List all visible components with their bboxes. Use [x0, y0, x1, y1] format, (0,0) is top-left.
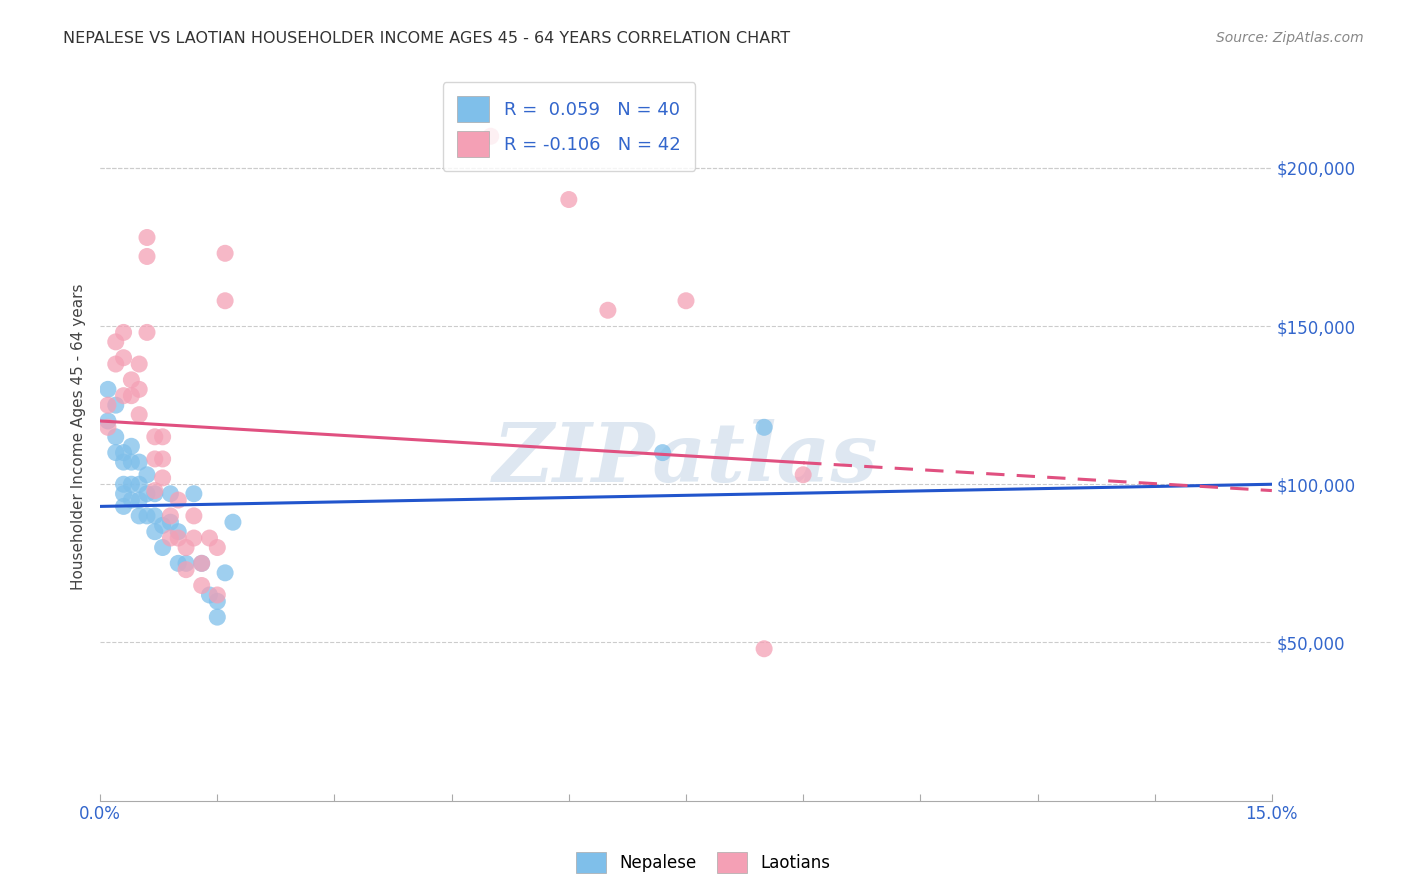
Point	[120, 493, 142, 508]
Point	[143, 524, 166, 539]
Point	[143, 508, 166, 523]
Point	[97, 382, 120, 396]
Point	[159, 487, 181, 501]
Point	[675, 293, 697, 308]
Point	[222, 515, 245, 529]
Point	[190, 578, 212, 592]
Point	[128, 508, 150, 523]
Point	[183, 487, 205, 501]
Point	[112, 455, 135, 469]
Text: NEPALESE VS LAOTIAN HOUSEHOLDER INCOME AGES 45 - 64 YEARS CORRELATION CHART: NEPALESE VS LAOTIAN HOUSEHOLDER INCOME A…	[63, 31, 790, 46]
Point	[152, 452, 174, 467]
Legend: Nepalese, Laotians: Nepalese, Laotians	[569, 846, 837, 880]
Point	[120, 389, 142, 403]
Point	[112, 351, 135, 365]
Point	[104, 398, 127, 412]
Point	[198, 531, 221, 545]
Point	[136, 250, 159, 264]
Point	[190, 557, 212, 571]
Point	[120, 373, 142, 387]
Point	[167, 493, 190, 508]
Point	[167, 557, 190, 571]
Point	[104, 445, 127, 459]
Point	[112, 326, 135, 340]
Point	[207, 588, 229, 602]
Point	[112, 389, 135, 403]
Point	[214, 293, 236, 308]
Point	[651, 445, 673, 459]
Point	[596, 303, 619, 318]
Point	[167, 531, 190, 545]
Point	[207, 541, 229, 555]
Point	[120, 439, 142, 453]
Point	[174, 541, 197, 555]
Point	[792, 467, 814, 482]
Point	[183, 531, 205, 545]
Point	[104, 430, 127, 444]
Point	[198, 588, 221, 602]
Point	[112, 500, 135, 514]
Point	[128, 382, 150, 396]
Point	[159, 508, 181, 523]
Point	[112, 445, 135, 459]
Point	[128, 493, 150, 508]
Point	[128, 477, 150, 491]
Point	[112, 477, 135, 491]
Legend: R =  0.059   N = 40, R = -0.106   N = 42: R = 0.059 N = 40, R = -0.106 N = 42	[443, 82, 695, 171]
Point	[207, 594, 229, 608]
Point	[120, 455, 142, 469]
Point	[120, 477, 142, 491]
Point	[752, 420, 775, 434]
Point	[136, 230, 159, 244]
Point	[112, 487, 135, 501]
Point	[104, 357, 127, 371]
Point	[214, 246, 236, 260]
Y-axis label: Householder Income Ages 45 - 64 years: Householder Income Ages 45 - 64 years	[72, 284, 86, 590]
Point	[128, 455, 150, 469]
Point	[174, 557, 197, 571]
Point	[128, 408, 150, 422]
Point	[128, 357, 150, 371]
Point	[214, 566, 236, 580]
Point	[207, 610, 229, 624]
Point	[752, 641, 775, 656]
Point	[159, 515, 181, 529]
Text: Source: ZipAtlas.com: Source: ZipAtlas.com	[1216, 31, 1364, 45]
Point	[152, 541, 174, 555]
Point	[97, 398, 120, 412]
Point	[97, 414, 120, 428]
Point	[167, 524, 190, 539]
Point	[159, 531, 181, 545]
Point	[143, 483, 166, 498]
Point	[558, 193, 581, 207]
Point	[143, 487, 166, 501]
Point	[104, 334, 127, 349]
Point	[152, 471, 174, 485]
Point	[143, 430, 166, 444]
Point	[136, 467, 159, 482]
Text: ZIPatlas: ZIPatlas	[494, 418, 879, 499]
Point	[183, 508, 205, 523]
Point	[152, 430, 174, 444]
Point	[97, 420, 120, 434]
Point	[136, 508, 159, 523]
Point	[174, 563, 197, 577]
Point	[152, 518, 174, 533]
Point	[190, 557, 212, 571]
Point	[479, 129, 502, 144]
Point	[143, 452, 166, 467]
Point	[136, 326, 159, 340]
Point	[136, 487, 159, 501]
